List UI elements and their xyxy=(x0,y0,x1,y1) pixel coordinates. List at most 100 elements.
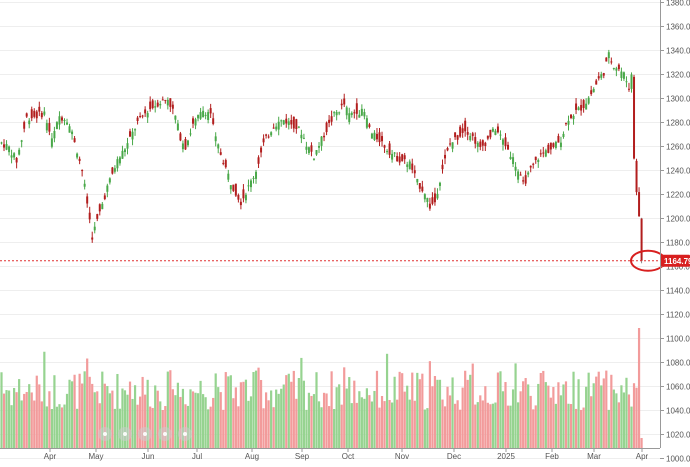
candle-body xyxy=(592,88,595,93)
candle-body xyxy=(280,120,283,122)
volume-bar xyxy=(511,389,515,448)
candle-body xyxy=(527,172,530,175)
candle-body xyxy=(486,135,489,139)
price-tick-label: 1260.00 xyxy=(666,143,690,152)
candle-body xyxy=(159,103,162,106)
nav-reset-button[interactable] xyxy=(138,427,152,441)
candle-body xyxy=(111,167,114,174)
candle-body xyxy=(388,143,391,155)
candle-body xyxy=(423,194,426,200)
candle-body xyxy=(375,133,378,140)
chart-nav-controls[interactable] xyxy=(98,427,192,441)
nav-next-button[interactable] xyxy=(158,427,172,441)
volume-bars xyxy=(0,328,643,448)
price-tick-label: 1000.00 xyxy=(666,455,690,463)
volume-bar xyxy=(224,372,227,448)
volume-bar xyxy=(544,382,547,448)
volume-bar xyxy=(50,409,53,448)
candle-body xyxy=(66,122,69,125)
candle-body xyxy=(169,98,172,107)
volume-bar xyxy=(353,380,356,448)
volume-bar xyxy=(159,401,162,448)
volume-bar xyxy=(55,406,59,448)
volume-bar xyxy=(169,370,172,448)
volume-bar xyxy=(416,372,419,448)
volume-bar xyxy=(592,383,595,448)
volume-bar xyxy=(176,382,179,448)
volume-bar xyxy=(539,372,542,448)
volume-bar xyxy=(35,375,38,448)
candle-body xyxy=(532,163,535,165)
volume-bar xyxy=(436,379,439,448)
volume-bar xyxy=(272,407,275,448)
volume-bar xyxy=(378,407,381,448)
candle-body xyxy=(539,153,542,155)
candle-body xyxy=(524,175,527,184)
volume-bar xyxy=(393,376,396,448)
volume-bar xyxy=(227,376,230,448)
candle-body xyxy=(562,133,565,137)
candle-body xyxy=(189,133,192,135)
volume-bar xyxy=(637,328,641,448)
nav-dot-icon xyxy=(183,432,187,436)
time-tick-label: Nov xyxy=(395,452,409,461)
candle-body xyxy=(514,166,517,171)
candle-body xyxy=(607,52,610,59)
candle-body xyxy=(381,136,384,142)
volume-bar xyxy=(368,395,371,448)
volume-bar xyxy=(194,392,197,448)
volume-bar xyxy=(48,391,51,448)
price-tick-label: 1320.00 xyxy=(666,71,690,80)
volume-bar xyxy=(345,388,348,448)
volume-bar xyxy=(40,401,43,448)
volume-bar xyxy=(552,386,555,448)
volume-bar xyxy=(68,379,71,448)
last-price-tag-bg xyxy=(661,254,690,267)
candle-body xyxy=(627,88,630,90)
volume-bar xyxy=(481,400,484,448)
volume-bar xyxy=(204,397,207,448)
candle-body xyxy=(444,154,447,159)
volume-bar xyxy=(270,390,273,448)
volume-bar xyxy=(111,390,114,448)
volume-bar xyxy=(98,403,101,448)
volume-bar xyxy=(189,389,192,448)
candle-body xyxy=(635,160,638,193)
volume-bar xyxy=(537,383,540,448)
volume-bar xyxy=(542,370,545,448)
nav-prev-button[interactable] xyxy=(118,427,132,441)
candle-body xyxy=(325,122,328,133)
volume-bar xyxy=(491,403,494,448)
candle-body xyxy=(300,134,303,139)
candle-body xyxy=(585,103,588,110)
volume-bar xyxy=(428,361,431,448)
price-tick-label: 1240.00 xyxy=(666,167,690,176)
nav-first-button[interactable] xyxy=(98,427,112,441)
volume-bar xyxy=(146,379,149,448)
candle-body xyxy=(0,142,3,144)
volume-bar xyxy=(448,395,452,448)
candle-body xyxy=(587,97,590,104)
volume-bar xyxy=(133,385,137,448)
candle-body xyxy=(348,113,351,123)
candle-body xyxy=(15,158,18,163)
candle-body xyxy=(305,146,308,150)
candle-body xyxy=(537,160,540,162)
candle-body xyxy=(386,151,389,153)
volume-bar xyxy=(282,384,285,448)
volume-bar xyxy=(600,385,603,448)
nav-last-button[interactable] xyxy=(178,427,192,441)
candle-body xyxy=(121,150,124,159)
volume-bar xyxy=(202,394,205,448)
price-tick-label: 1340.00 xyxy=(666,47,690,56)
candle-body xyxy=(567,120,570,125)
volume-bar xyxy=(441,399,444,448)
candle-body xyxy=(38,106,41,112)
candle-body xyxy=(572,115,575,120)
candle-body xyxy=(436,193,439,199)
candle-body xyxy=(602,73,605,76)
candle-body xyxy=(393,152,396,154)
volume-bar xyxy=(358,391,361,448)
volume-bar xyxy=(627,394,631,448)
candle-body xyxy=(224,160,227,168)
